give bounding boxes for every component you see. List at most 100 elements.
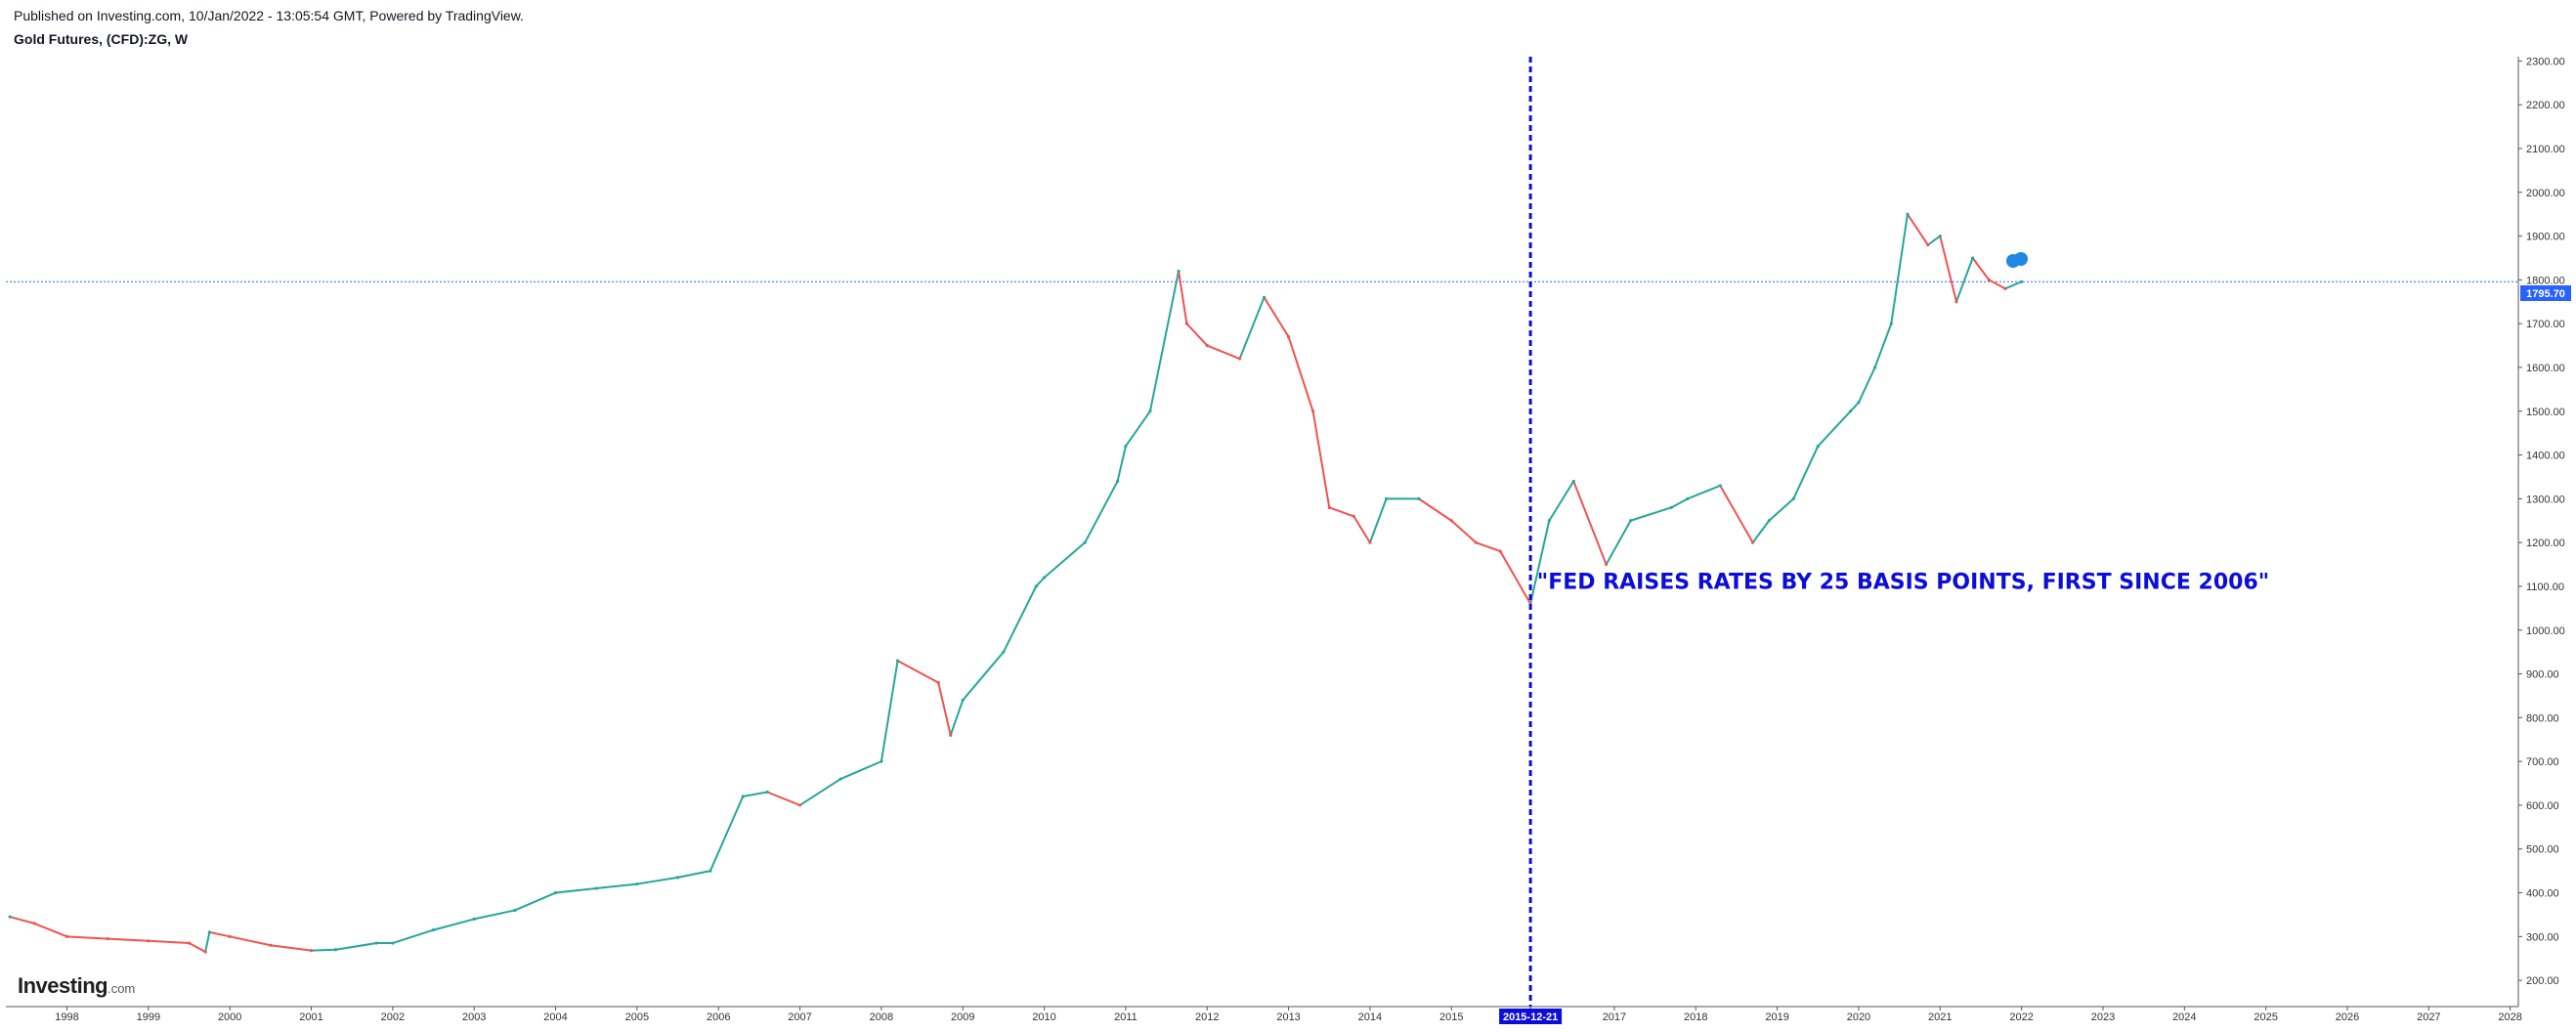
series-segment-27	[880, 660, 899, 762]
price-series	[8, 212, 2024, 954]
series-segment-66	[1849, 402, 1860, 412]
investing-logo: Investing.com	[18, 973, 136, 998]
series-segment-61	[1719, 485, 1754, 543]
x-tick-label-26: 2024	[2172, 1011, 2196, 1023]
series-point-31	[1002, 650, 1006, 654]
y-tick-label-2: 400.00	[2526, 888, 2559, 900]
series-point-57	[1629, 519, 1633, 523]
y-tick-label-20: 2200.00	[2526, 100, 2565, 111]
x-tick-label-14: 2012	[1195, 1011, 1219, 1023]
series-point-29	[949, 733, 953, 737]
series-segment-11	[311, 948, 336, 952]
series-point-20	[675, 876, 680, 880]
y-tick-label-14: 1600.00	[2526, 363, 2565, 374]
series-point-49	[1417, 496, 1421, 500]
marker-circle-2[interactable]	[2014, 252, 2028, 266]
x-tick-label-4: 2002	[381, 1011, 405, 1023]
series-point-52	[1498, 549, 1502, 553]
series-point-16	[513, 908, 517, 913]
earnings-markers[interactable]	[2006, 252, 2028, 268]
series-point-45	[1327, 505, 1331, 509]
series-segment-20	[636, 876, 678, 885]
series-point-42	[1262, 295, 1267, 299]
series-point-66	[1857, 401, 1861, 405]
y-axis[interactable]: 200.00 300.00 400.00 500.00 600.00 700.00 800.…	[2517, 56, 2571, 1007]
x-tick-label-12: 2010	[1032, 1011, 1055, 1023]
current-price-label: 1795.70	[2520, 285, 2571, 301]
y-tick-label-12: 1400.00	[2526, 451, 2565, 462]
x-tick-label-11: 2009	[951, 1011, 974, 1023]
series-point-65	[1849, 409, 1853, 413]
series-segment-71	[1927, 235, 1941, 246]
series-segment-54	[1529, 520, 1551, 605]
series-point-24	[797, 803, 802, 807]
y-tick-label-1: 300.00	[2526, 931, 2559, 943]
y-tick-label-7: 900.00	[2526, 669, 2559, 681]
series-segment-35	[1084, 480, 1119, 543]
series-segment-15	[433, 918, 475, 931]
series-segment-64	[1792, 446, 1820, 499]
series-point-40	[1205, 343, 1209, 348]
x-tick-label-20: 2018	[1684, 1011, 1707, 1023]
series-segment-65	[1817, 410, 1852, 448]
series-segment-57	[1605, 520, 1632, 566]
series-point-56	[1605, 562, 1609, 567]
series-point-73	[1971, 256, 1975, 260]
series-point-33	[1042, 576, 1047, 580]
series-segment-41	[1206, 344, 1240, 360]
x-tick-label-5: 2003	[462, 1011, 486, 1023]
x-tick-label-24: 2022	[2009, 1011, 2033, 1023]
series-point-70	[1926, 242, 1930, 247]
series-segment-51	[1450, 520, 1477, 543]
series-segment-60	[1687, 484, 1721, 500]
series-point-61	[1751, 540, 1755, 544]
plot-area[interactable]: "FED RAISES RATES BY 25 BASIS POINTS, FI…	[6, 57, 2518, 1007]
y-tick-label-4: 600.00	[2526, 800, 2559, 812]
event-date-label-bg	[1499, 1009, 1563, 1024]
series-point-38	[1177, 269, 1181, 274]
series-point-3	[106, 936, 109, 941]
series-segment-33	[1035, 577, 1046, 587]
series-segment-69	[1890, 214, 1909, 324]
series-point-60	[1718, 484, 1722, 488]
series-segment-17	[514, 891, 556, 912]
y-tick-label-21: 2300.00	[2526, 56, 2565, 67]
series-point-12	[374, 941, 378, 945]
series-segment-75	[1988, 279, 2006, 290]
series-point-41	[1237, 357, 1242, 361]
published-note: Published on Investing.com, 10/Jan/2022 …	[14, 8, 524, 23]
series-point-54	[1547, 519, 1551, 523]
series-point-0	[8, 915, 12, 919]
y-tick-label-3: 500.00	[2526, 844, 2559, 856]
y-tick-label-8: 1000.00	[2526, 625, 2565, 637]
current-price-text: 1795.70	[2526, 288, 2565, 300]
series-point-14	[431, 928, 436, 932]
x-tick-label-22: 2020	[1847, 1011, 1870, 1023]
series-point-26	[880, 759, 883, 763]
x-axis[interactable]: 1998 1999 2000 2001 2002 2003 2004 2005 2006 2007…	[6, 1006, 2522, 1024]
series-point-50	[1449, 519, 1453, 523]
x-tick-label-27: 2025	[2254, 1011, 2277, 1023]
x-tick-label-1: 1999	[137, 1011, 160, 1023]
series-segment-37	[1125, 410, 1151, 448]
series-segment-39	[1178, 271, 1188, 324]
series-segment-14	[392, 928, 434, 944]
series-segment-4	[107, 937, 149, 942]
series-segment-29	[937, 682, 952, 736]
series-segment-18	[555, 887, 597, 894]
series-segment-47	[1352, 515, 1371, 543]
series-segment-50	[1418, 497, 1452, 522]
x-tick-label-29: 2027	[2417, 1011, 2440, 1023]
series-segment-34	[1043, 541, 1086, 579]
series-segment-53	[1499, 550, 1531, 605]
series-point-34	[1083, 540, 1087, 544]
series-point-18	[594, 886, 598, 890]
series-segment-70	[1907, 213, 1929, 246]
series-segment-59	[1670, 497, 1689, 509]
series-point-21	[708, 869, 712, 873]
series-segment-16	[473, 909, 516, 921]
y-tick-label-16: 1800.00	[2526, 275, 2565, 286]
x-tick-label-7: 2005	[625, 1011, 649, 1023]
y-tick-label-0: 200.00	[2526, 975, 2559, 987]
